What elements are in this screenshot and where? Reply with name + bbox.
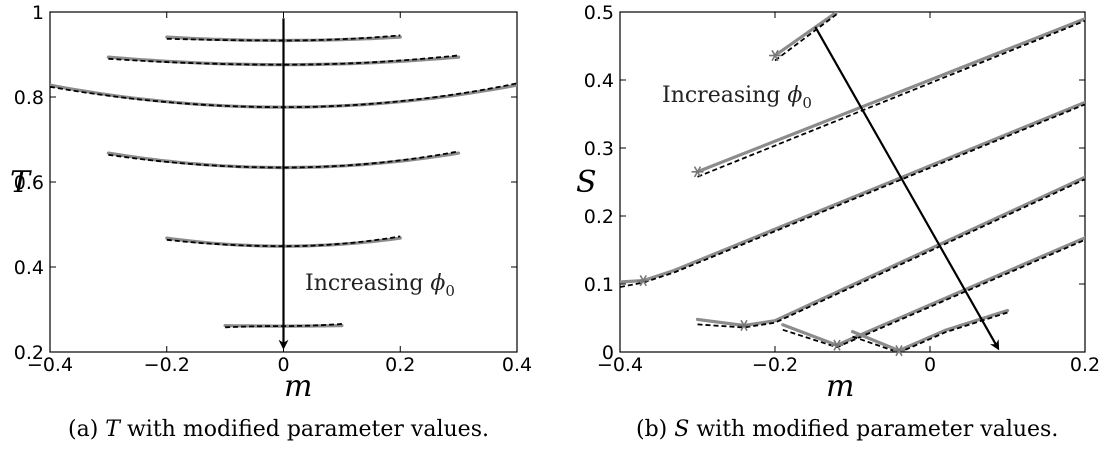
panel-a-chart: −0.4 −0.2 0 0.2 0.4 0.2 0.4 0.6 0.8 1 Increasing ϕ… bbox=[14, 2, 532, 376]
panel-b-curve-approx bbox=[697, 19, 1085, 178]
panel-b-curve-exact bbox=[850, 308, 1010, 352]
panel-b-x-tick-label: −0.4 bbox=[597, 354, 643, 376]
panel-a-curve-approx bbox=[108, 54, 459, 66]
panel-b-caption-text: with modified parameter values. bbox=[689, 417, 1058, 442]
panel-b-arrow bbox=[814, 26, 1000, 351]
panel-b-curve-approx bbox=[620, 103, 1085, 288]
panel-b-curve-approx bbox=[852, 311, 1008, 352]
panel-b-curve-exact bbox=[695, 175, 1085, 328]
panel-b-curve-exact bbox=[620, 100, 1085, 284]
panel-a-x-tick-label: −0.2 bbox=[144, 354, 190, 376]
panel-b-curve-approx bbox=[782, 238, 1085, 349]
panel-b-x-tick-label: 0 bbox=[924, 354, 936, 376]
panel-b-annotation: Increasing ϕ0 bbox=[662, 83, 812, 112]
panel-a-annotation: Increasing ϕ0 bbox=[305, 271, 455, 300]
panel-b-caption-var: S bbox=[674, 417, 689, 442]
panel-b-x-tick-label: −0.2 bbox=[752, 354, 798, 376]
panel-b-y-tick-label: 0.3 bbox=[584, 138, 614, 160]
panel-b-y-tick-label: 0.2 bbox=[584, 206, 614, 228]
panel-b-star-marker bbox=[738, 319, 750, 332]
panel-b-star-marker bbox=[769, 49, 781, 62]
panel-a-y-tick-label: 0.4 bbox=[14, 257, 44, 279]
panel-b-x-tick-label: 0.2 bbox=[1070, 354, 1100, 376]
panel-b-curve-exact bbox=[781, 236, 1085, 347]
panel-b-chart: −0.4 −0.2 0 0.2 0 0.1 0.2 0.3 0.4 0.5 Increasing ϕ… bbox=[584, 2, 1100, 376]
panel-a-x-tick-label: 0 bbox=[277, 354, 289, 376]
panel-b-x-axis-label: m bbox=[826, 369, 854, 404]
panel-a-y-tick-label: 0.6 bbox=[14, 172, 44, 194]
panel-a-y-axis-label: T bbox=[10, 165, 32, 200]
panel-a-curve-approx bbox=[108, 150, 459, 169]
panel-b-star-marker bbox=[691, 166, 704, 178]
panel-a-caption-label: (a) bbox=[68, 417, 98, 442]
panel-b-curve-approx bbox=[697, 178, 1085, 329]
panel-a-y-tick-label: 0.8 bbox=[14, 87, 44, 109]
panel-a-caption-var: T bbox=[105, 417, 122, 442]
panel-b-curve-exact bbox=[773, 12, 839, 58]
panel-b-curve-approx bbox=[774, 13, 838, 62]
panel-b-y-axis-label: S bbox=[576, 165, 597, 200]
panel-a-caption: (a) T with modified parameter values. bbox=[68, 417, 489, 442]
panel-b-y-tick-label: 0.1 bbox=[584, 274, 614, 296]
panel-a-x-tick-label: −0.4 bbox=[27, 354, 73, 376]
panel-b-y-tick-label: 0.5 bbox=[584, 2, 614, 24]
panel-b-caption-label: (b) bbox=[636, 417, 667, 442]
panel-b-y-tick-label: 0 bbox=[602, 342, 614, 364]
panel-a-x-tick-label: 0.4 bbox=[502, 354, 532, 376]
panel-a-x-tick-label: 0.2 bbox=[385, 354, 415, 376]
panel-a-x-axis-label: m bbox=[284, 369, 312, 404]
panel-b-caption: (b) S with modified parameter values. bbox=[636, 417, 1058, 442]
panel-b-star-marker bbox=[637, 275, 650, 287]
panel-a-y-tick-label: 0.2 bbox=[14, 342, 44, 364]
panel-b-y-tick-label: 0.4 bbox=[584, 70, 614, 92]
panel-b-series-group bbox=[620, 12, 1085, 352]
panel-a-y-tick-label: 1 bbox=[32, 2, 44, 24]
panel-b-star-marker bbox=[893, 345, 905, 357]
panel-a-caption-text: with modified parameter values. bbox=[120, 417, 489, 442]
panel-b-star-marker bbox=[831, 339, 843, 351]
panel-b-plot-frame bbox=[619, 11, 1086, 353]
panel-b-curve-exact bbox=[695, 17, 1085, 174]
